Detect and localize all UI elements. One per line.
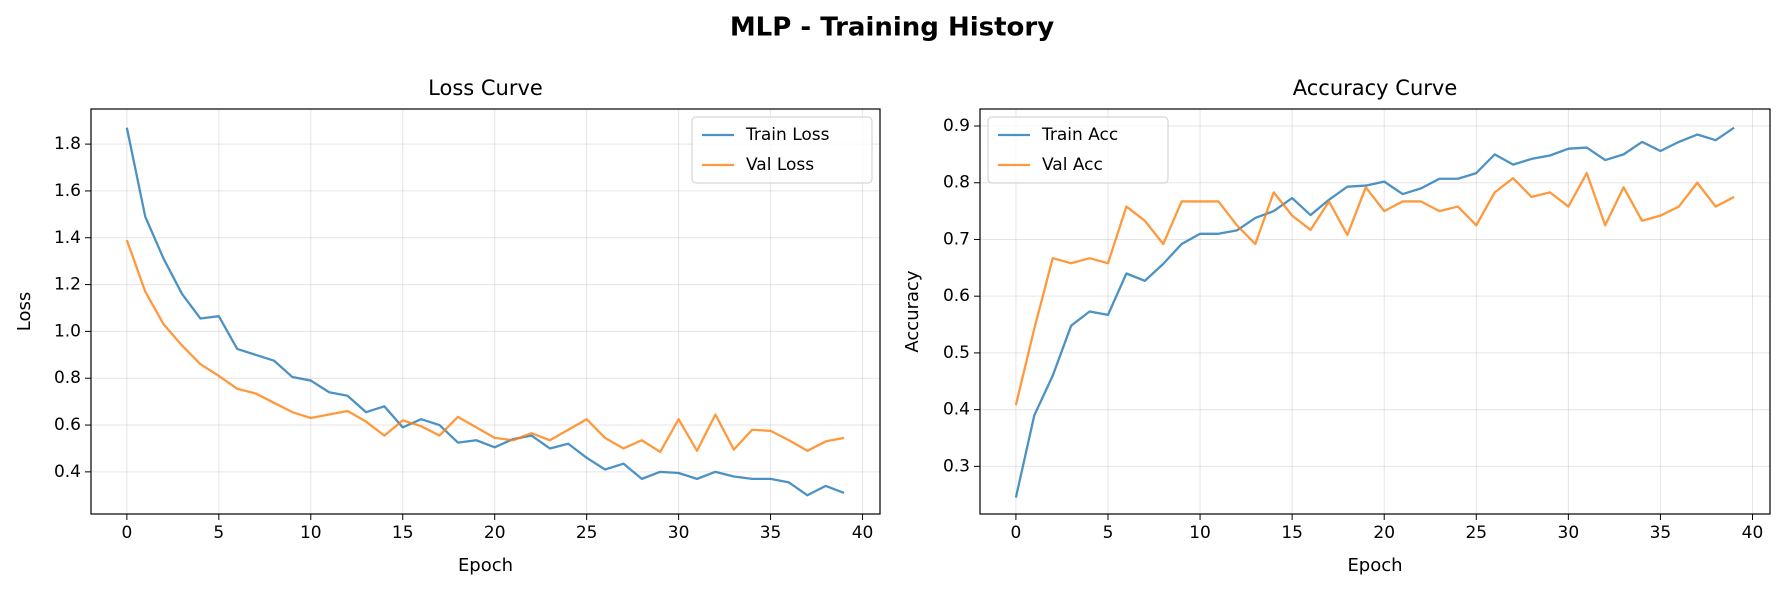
y-tick-label: 1.2 — [54, 275, 81, 295]
y-tick-label: 0.4 — [943, 400, 970, 420]
x-tick-label: 5 — [213, 523, 224, 543]
y-tick-label: 0.7 — [943, 229, 970, 249]
x-axis-label: Epoch — [458, 555, 513, 576]
x-tick-label: 15 — [1281, 523, 1303, 543]
data-line — [125, 127, 845, 497]
legend-box — [691, 116, 873, 184]
legend-label: Val Loss — [746, 155, 814, 175]
y-tick-label: 0.5 — [943, 343, 970, 363]
x-tick-label: 20 — [484, 523, 506, 543]
y-tick-label: 0.6 — [54, 415, 81, 435]
x-tick-label: 30 — [668, 523, 690, 543]
x-tick-label: 20 — [1373, 523, 1395, 543]
legend-label: Train Loss — [745, 125, 830, 145]
x-tick-label: 0 — [121, 523, 132, 543]
x-tick-label: 0 — [1010, 523, 1021, 543]
y-tick-label: 0.3 — [943, 456, 970, 476]
figure-title: MLP - Training History — [730, 13, 1054, 43]
legend-label: Val Acc — [1042, 155, 1103, 175]
x-tick-label: 15 — [392, 523, 414, 543]
y-tick-label: 0.8 — [54, 368, 81, 388]
x-tick-label: 5 — [1103, 523, 1114, 543]
x-tick-label: 10 — [300, 523, 322, 543]
x-tick-label: 40 — [852, 523, 874, 543]
data-line — [1014, 126, 1735, 498]
data-line — [1014, 171, 1735, 406]
y-tick-label: 1.6 — [54, 181, 81, 201]
y-tick-label: 0.4 — [54, 462, 81, 482]
legend-box — [987, 116, 1169, 184]
legend: Train Loss Val Loss — [691, 116, 873, 184]
legend: Train Acc Val Acc — [987, 116, 1169, 184]
x-axis-label: Epoch — [1347, 555, 1402, 576]
axes-frame — [90, 108, 881, 515]
y-tick-label: 1.0 — [54, 321, 81, 341]
y-tick-label: 0.6 — [943, 286, 970, 306]
x-tick-label: 30 — [1558, 523, 1580, 543]
x-tick-label: 10 — [1189, 523, 1211, 543]
y-axis-label: Accuracy — [902, 270, 923, 353]
x-tick-label: 35 — [1650, 523, 1672, 543]
y-tick-label: 1.4 — [54, 228, 81, 248]
y-axis-label: Loss — [14, 292, 35, 331]
data-line — [125, 239, 845, 454]
y-tick-label: 1.8 — [54, 134, 81, 154]
x-tick-label: 25 — [1465, 523, 1487, 543]
x-tick-label: 40 — [1742, 523, 1764, 543]
y-tick-label: 0.9 — [943, 116, 970, 136]
x-tick-label: 25 — [576, 523, 598, 543]
legend-label: Train Acc — [1041, 125, 1118, 145]
x-tick-label: 35 — [760, 523, 782, 543]
y-tick-label: 0.8 — [943, 173, 970, 193]
subplot-title: Loss Curve — [428, 76, 543, 100]
axes-frame — [979, 108, 1771, 515]
subplot-title: Accuracy Curve — [1293, 76, 1458, 100]
